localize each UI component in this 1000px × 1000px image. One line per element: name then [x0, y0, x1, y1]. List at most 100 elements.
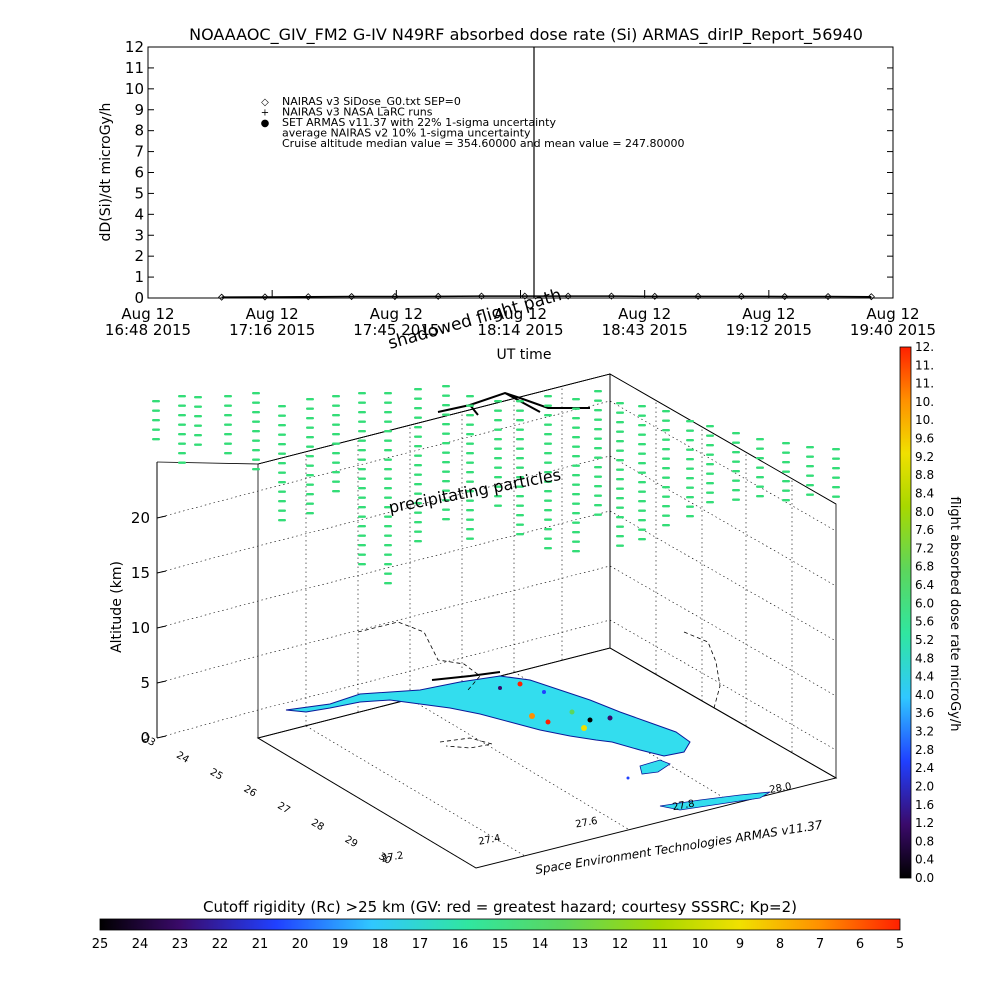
particle-mark	[442, 489, 450, 492]
dose-colorbar-ticks: 0.0 0.4 0.8 1.2 1.6 2.0 2.4 2.8 3.2 3.6 4.0 4.4 4.8 5…	[915, 340, 934, 885]
particle-mark	[706, 434, 714, 437]
rigidity-tick-label: 22	[212, 937, 229, 952]
particle-mark	[332, 423, 340, 426]
particle-mark	[782, 470, 790, 473]
y-tick-label: 1	[134, 268, 144, 286]
particle-mark	[706, 482, 714, 485]
particle-mark	[594, 485, 602, 488]
particle-mark	[594, 447, 602, 450]
particle-mark	[544, 452, 552, 455]
y-tick-label: 12	[125, 38, 144, 56]
particle-mark	[638, 538, 646, 541]
particle-mark	[278, 405, 286, 408]
particle-mark	[414, 454, 422, 457]
y-axis-label: dD(Si)/dt microGy/h	[98, 103, 114, 242]
particle-mark	[278, 519, 286, 522]
dose-tick-label: 9.2	[915, 450, 934, 464]
particle-mark	[414, 540, 422, 543]
particle-mark	[616, 468, 624, 471]
flight-shadow-paths	[357, 621, 721, 749]
particle-mark	[152, 428, 160, 431]
particle-mark	[516, 466, 524, 469]
particle-mark	[194, 443, 202, 446]
particle-mark	[306, 512, 314, 515]
x-tick-label-date: Aug 12	[370, 305, 423, 323]
legend-symbol: +	[261, 108, 269, 119]
particle-mark	[616, 478, 624, 481]
particle-mark	[466, 433, 474, 436]
particle-mark	[384, 506, 392, 509]
particle-mark	[358, 553, 366, 556]
particle-mark	[572, 436, 580, 439]
particle-mark	[224, 442, 232, 445]
rigidity-tick-label: 10	[692, 937, 709, 952]
particle-mark	[706, 444, 714, 447]
x-tick-label-date: Aug 12	[494, 305, 547, 323]
rigidity-tick-label: 24	[132, 937, 149, 952]
dose-tick-label: 4.4	[915, 670, 934, 684]
particle-mark	[516, 409, 524, 412]
particle-mark	[178, 433, 186, 436]
particle-mark	[194, 396, 202, 399]
particle-mark	[414, 445, 422, 448]
particle-mark	[278, 424, 286, 427]
particle-mark	[616, 544, 624, 547]
particle-mark	[616, 430, 624, 433]
particle-mark	[686, 496, 694, 499]
particle-mark	[662, 476, 670, 479]
particle-mark	[178, 395, 186, 398]
particle-mark	[594, 475, 602, 478]
particle-mark	[252, 411, 260, 414]
x-tick-label-date: Aug 12	[121, 305, 174, 323]
particle-mark	[384, 515, 392, 518]
dose-tick-label: 12.	[915, 340, 934, 354]
rigidity-colorbar-gradient	[99, 918, 901, 931]
particle-mark	[638, 471, 646, 474]
rigidity-tick-label: 5	[896, 937, 904, 952]
particle-mark	[732, 460, 740, 463]
series-point	[477, 292, 486, 300]
particle-mark	[572, 445, 580, 448]
latitude-tick-label: 27	[275, 801, 292, 817]
particle-mark	[806, 493, 814, 496]
particle-mark	[756, 495, 764, 498]
rigidity-tick-label: 9	[736, 937, 744, 952]
particle-mark	[638, 424, 646, 427]
particle-mark	[732, 432, 740, 435]
particle-mark	[442, 404, 450, 407]
particle-mark	[638, 462, 646, 465]
particle-mark	[358, 468, 366, 471]
longitude-tick-label: 27.8	[672, 799, 696, 814]
particle-mark	[442, 394, 450, 397]
particle-mark	[616, 516, 624, 519]
particle-mark	[662, 505, 670, 508]
dose-tick-label: 4.0	[915, 688, 934, 702]
particle-mark	[782, 461, 790, 464]
particle-mark	[494, 447, 502, 450]
particle-mark	[358, 439, 366, 442]
particle-mark	[194, 424, 202, 427]
particle-mark	[572, 502, 580, 505]
particle-mark	[572, 464, 580, 467]
rigidity-tick-label: 19	[332, 937, 349, 952]
particle-mark	[178, 404, 186, 407]
particle-mark	[384, 420, 392, 423]
rigidity-tick-label: 12	[612, 937, 629, 952]
particle-mark	[306, 436, 314, 439]
particle-mark	[332, 461, 340, 464]
particle-mark	[358, 392, 366, 395]
dose-tick-label: 4.8	[915, 651, 934, 665]
particle-mark	[384, 553, 392, 556]
particle-mark	[466, 404, 474, 407]
particle-mark	[358, 458, 366, 461]
particle-mark	[544, 404, 552, 407]
particle-mark	[494, 409, 502, 412]
particle-mark	[442, 442, 450, 445]
particle-mark	[832, 448, 840, 451]
particle-mark	[706, 453, 714, 456]
dose-tick-label: 0.8	[915, 834, 934, 848]
particle-mark	[358, 506, 366, 509]
particle-mark	[466, 528, 474, 531]
particle-mark	[638, 509, 646, 512]
particle-mark	[516, 514, 524, 517]
